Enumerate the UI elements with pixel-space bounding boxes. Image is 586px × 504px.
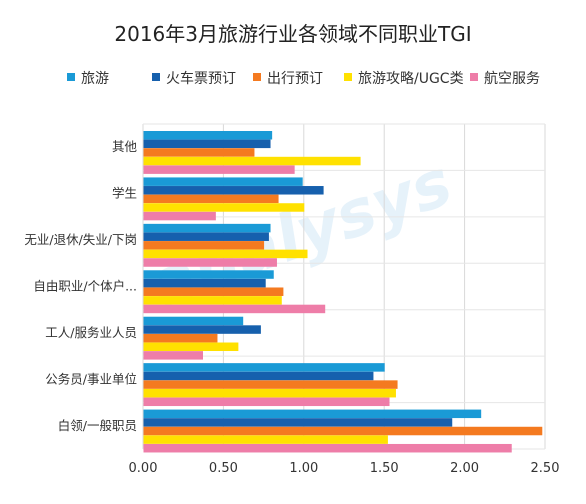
x-tick-label-0: 0.00 xyxy=(129,461,158,476)
bar-2-0 xyxy=(143,223,271,233)
bar-3-1 xyxy=(143,278,266,288)
legend-swatch-4 xyxy=(470,73,478,81)
bar-6-4 xyxy=(143,443,512,453)
category-label-5: 公务员/事业单位 xyxy=(45,371,137,386)
legend-label-0: 旅游 xyxy=(81,71,109,87)
category-label-4: 工人/服务业人员 xyxy=(45,325,137,340)
legend-label-2: 出行预订 xyxy=(267,71,323,87)
bars xyxy=(143,131,543,453)
legend-label-3: 旅游攻略/UGC类 xyxy=(358,71,464,87)
bar-5-4 xyxy=(143,397,390,407)
legend-label-4: 航空服务 xyxy=(484,71,540,87)
bar-0-0 xyxy=(143,131,273,140)
bar-2-3 xyxy=(143,249,308,259)
bar-1-1 xyxy=(143,186,324,195)
bar-6-0 xyxy=(143,409,482,419)
bar-0-3 xyxy=(143,156,361,166)
bar-4-4 xyxy=(143,351,203,360)
bar-5-0 xyxy=(143,363,385,372)
bar-5-1 xyxy=(143,371,374,381)
x-tick-label-4: 2.00 xyxy=(450,461,479,476)
bar-1-4 xyxy=(143,211,216,221)
bar-4-0 xyxy=(143,316,244,326)
bar-3-3 xyxy=(143,296,282,305)
category-label-0: 其他 xyxy=(112,139,138,154)
bar-2-1 xyxy=(143,232,269,241)
bar-0-4 xyxy=(143,165,295,174)
category-label-3: 自由职业/个体户... xyxy=(33,279,137,294)
legend-swatch-2 xyxy=(253,73,261,81)
bar-6-3 xyxy=(143,435,388,444)
bar-5-2 xyxy=(143,380,398,389)
bar-1-2 xyxy=(143,194,279,204)
legend-swatch-1 xyxy=(152,73,160,81)
bar-3-2 xyxy=(143,287,284,296)
bar-4-3 xyxy=(143,342,239,352)
bar-4-1 xyxy=(143,325,261,334)
x-tick-label-5: 2.50 xyxy=(531,461,560,476)
legend-swatch-3 xyxy=(344,73,352,81)
bar-0-1 xyxy=(143,139,271,149)
x-tick-label-2: 1.00 xyxy=(289,461,318,476)
x-tick-label-1: 0.50 xyxy=(209,461,238,476)
bar-0-2 xyxy=(143,148,255,157)
bar-1-3 xyxy=(143,203,305,212)
category-label-2: 无业/退休/失业/下岗 xyxy=(24,232,137,247)
bar-1-0 xyxy=(143,177,303,186)
legend-swatch-0 xyxy=(67,73,75,81)
legend: 旅游 火车票预订 出行预订 旅游攻略/UGC类 航空服务 xyxy=(67,70,540,87)
bar-2-4 xyxy=(143,258,277,267)
bar-6-1 xyxy=(143,418,453,427)
bar-4-2 xyxy=(143,333,218,343)
bar-5-3 xyxy=(143,388,396,398)
x-tick-label-3: 1.50 xyxy=(370,461,399,476)
bar-3-4 xyxy=(143,304,326,314)
category-label-1: 学生 xyxy=(112,186,137,201)
legend-label-1: 火车票预订 xyxy=(166,70,236,87)
x-axis-ticks: 0.00 0.50 1.00 1.50 2.00 2.50 xyxy=(129,461,560,476)
bar-6-2 xyxy=(143,426,543,436)
category-label-6: 白领/一般职员 xyxy=(58,418,137,433)
chart-title: 2016年3月旅游行业各领域不同职业TGI xyxy=(114,22,471,46)
bar-2-2 xyxy=(143,241,265,250)
bar-3-0 xyxy=(143,270,274,279)
